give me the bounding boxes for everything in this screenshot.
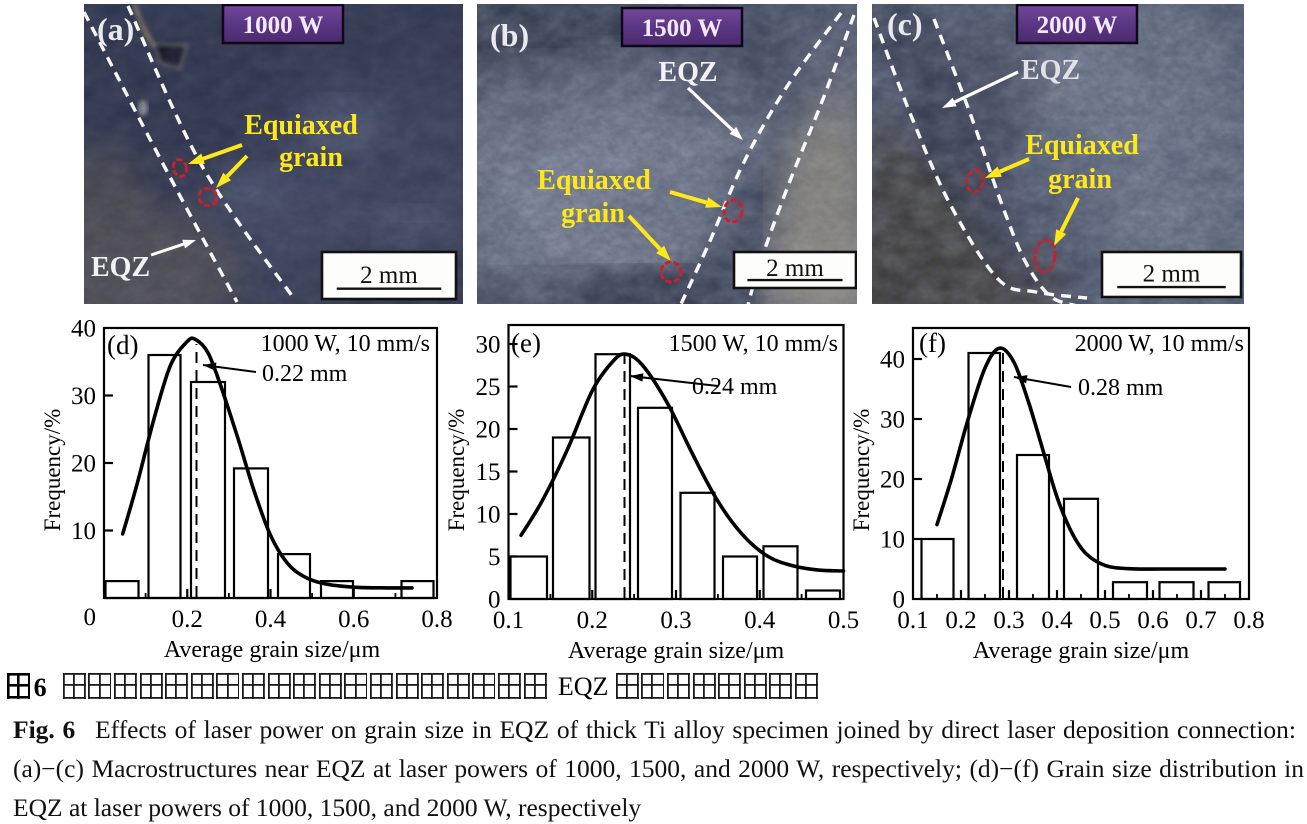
svg-text:5: 5	[488, 544, 501, 571]
svg-text:0.2: 0.2	[172, 606, 203, 633]
svg-text:20: 20	[71, 451, 96, 478]
svg-text:(c): (c)	[887, 6, 923, 42]
svg-text:40: 40	[71, 316, 96, 343]
svg-text:0.28 mm: 0.28 mm	[1078, 375, 1164, 401]
svg-text:Frequency/%: Frequency/%	[444, 409, 469, 532]
svg-text:EQZ: EQZ	[1021, 55, 1080, 86]
svg-text:10: 10	[880, 527, 905, 554]
svg-text:0.6: 0.6	[338, 606, 369, 633]
svg-text:0.3: 0.3	[993, 607, 1024, 634]
svg-text:Equiaxed: Equiaxed	[1025, 130, 1139, 161]
svg-text:0.1: 0.1	[897, 607, 928, 634]
svg-text:0.8: 0.8	[1233, 607, 1264, 634]
svg-text:0: 0	[84, 604, 97, 631]
svg-text:0.7: 0.7	[1185, 607, 1216, 634]
svg-text:(f): (f)	[919, 328, 946, 358]
svg-text:0.24 mm: 0.24 mm	[692, 374, 778, 400]
svg-text:1000 W, 10 mm/s: 1000 W, 10 mm/s	[261, 331, 430, 357]
svg-text:Average grain size/μm: Average grain size/μm	[568, 638, 785, 664]
svg-text:10: 10	[71, 518, 96, 545]
svg-text:20: 20	[476, 417, 501, 444]
svg-text:grain: grain	[561, 198, 625, 229]
svg-text:(e): (e)	[511, 328, 541, 358]
svg-text:0.2: 0.2	[945, 607, 976, 634]
svg-text:(b): (b)	[490, 17, 529, 53]
svg-text:0.3: 0.3	[660, 607, 691, 634]
svg-text:Equiaxed: Equiaxed	[244, 110, 358, 141]
svg-text:Frequency/%: Frequency/%	[40, 409, 65, 532]
svg-text:15: 15	[476, 459, 501, 486]
svg-text:0.5: 0.5	[828, 607, 859, 634]
svg-text:10: 10	[476, 502, 501, 529]
svg-text:Equiaxed: Equiaxed	[537, 165, 651, 196]
svg-text:2 mm: 2 mm	[766, 255, 824, 282]
svg-text:1500 W, 10 mm/s: 1500 W, 10 mm/s	[669, 331, 838, 357]
svg-text:Average grain size/μm: Average grain size/μm	[164, 637, 381, 663]
svg-text:0.8: 0.8	[421, 606, 452, 633]
svg-text:(d): (d)	[107, 330, 138, 360]
svg-text:2 mm: 2 mm	[1143, 261, 1201, 288]
svg-text:(a): (a)	[97, 11, 134, 47]
svg-text:0.6: 0.6	[1137, 607, 1168, 634]
svg-text:Frequency/%: Frequency/%	[849, 409, 874, 532]
svg-text:0: 0	[893, 587, 906, 614]
svg-text:0.22 mm: 0.22 mm	[262, 361, 348, 387]
svg-text:grain: grain	[279, 142, 343, 173]
svg-text:Average grain size/μm: Average grain size/μm	[973, 638, 1190, 664]
svg-text:0.4: 0.4	[744, 607, 776, 634]
svg-text:2000 W: 2000 W	[1037, 12, 1118, 39]
svg-text:20: 20	[880, 467, 905, 494]
svg-text:0.5: 0.5	[1089, 607, 1120, 634]
svg-text:0: 0	[488, 587, 501, 614]
svg-text:0.4: 0.4	[255, 606, 287, 633]
svg-text:0.4: 0.4	[1041, 607, 1073, 634]
svg-text:30: 30	[71, 383, 96, 410]
svg-text:30: 30	[880, 407, 905, 434]
svg-text:2 mm: 2 mm	[360, 262, 418, 289]
svg-text:EQZ: EQZ	[91, 252, 150, 283]
svg-text:1000 W: 1000 W	[243, 12, 324, 39]
svg-text:40: 40	[880, 347, 905, 374]
svg-text:0.2: 0.2	[577, 607, 608, 634]
svg-text:2000 W, 10 mm/s: 2000 W, 10 mm/s	[1075, 331, 1244, 357]
svg-text:EQZ: EQZ	[658, 57, 717, 88]
svg-text:30: 30	[476, 332, 501, 359]
svg-text:grain: grain	[1048, 164, 1112, 195]
svg-text:1500 W: 1500 W	[642, 15, 723, 42]
svg-text:25: 25	[476, 374, 501, 401]
svg-text:0.1: 0.1	[493, 607, 524, 634]
